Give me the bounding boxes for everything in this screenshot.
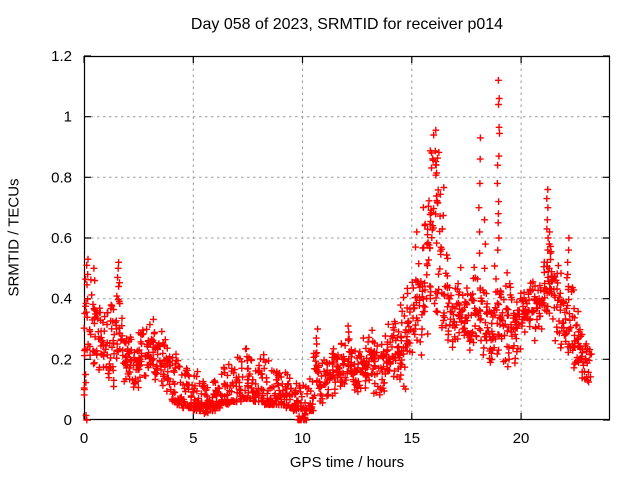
- grid-lines: [85, 57, 609, 419]
- y-tick-label: 0: [64, 412, 72, 429]
- y-tick-label: 0.2: [51, 351, 72, 368]
- x-tick-label: 15: [403, 430, 420, 447]
- chart-title: Day 058 of 2023, SRMTID for receiver p01…: [190, 16, 504, 33]
- x-tick-label: 20: [513, 430, 530, 447]
- x-tick-label: 10: [294, 430, 311, 447]
- y-tick-label: 1: [64, 109, 72, 126]
- x-axis-label: GPS time / hours: [289, 454, 405, 471]
- y-tick-label: 0.4: [51, 291, 72, 308]
- x-tick-label: 5: [189, 430, 197, 447]
- x-tick-label: 0: [80, 430, 88, 447]
- y-tick-label: 0.6: [51, 230, 72, 247]
- data-points: [80, 76, 595, 424]
- y-tick-label: 0.8: [51, 169, 72, 186]
- y-tick-label: 1.2: [51, 48, 72, 65]
